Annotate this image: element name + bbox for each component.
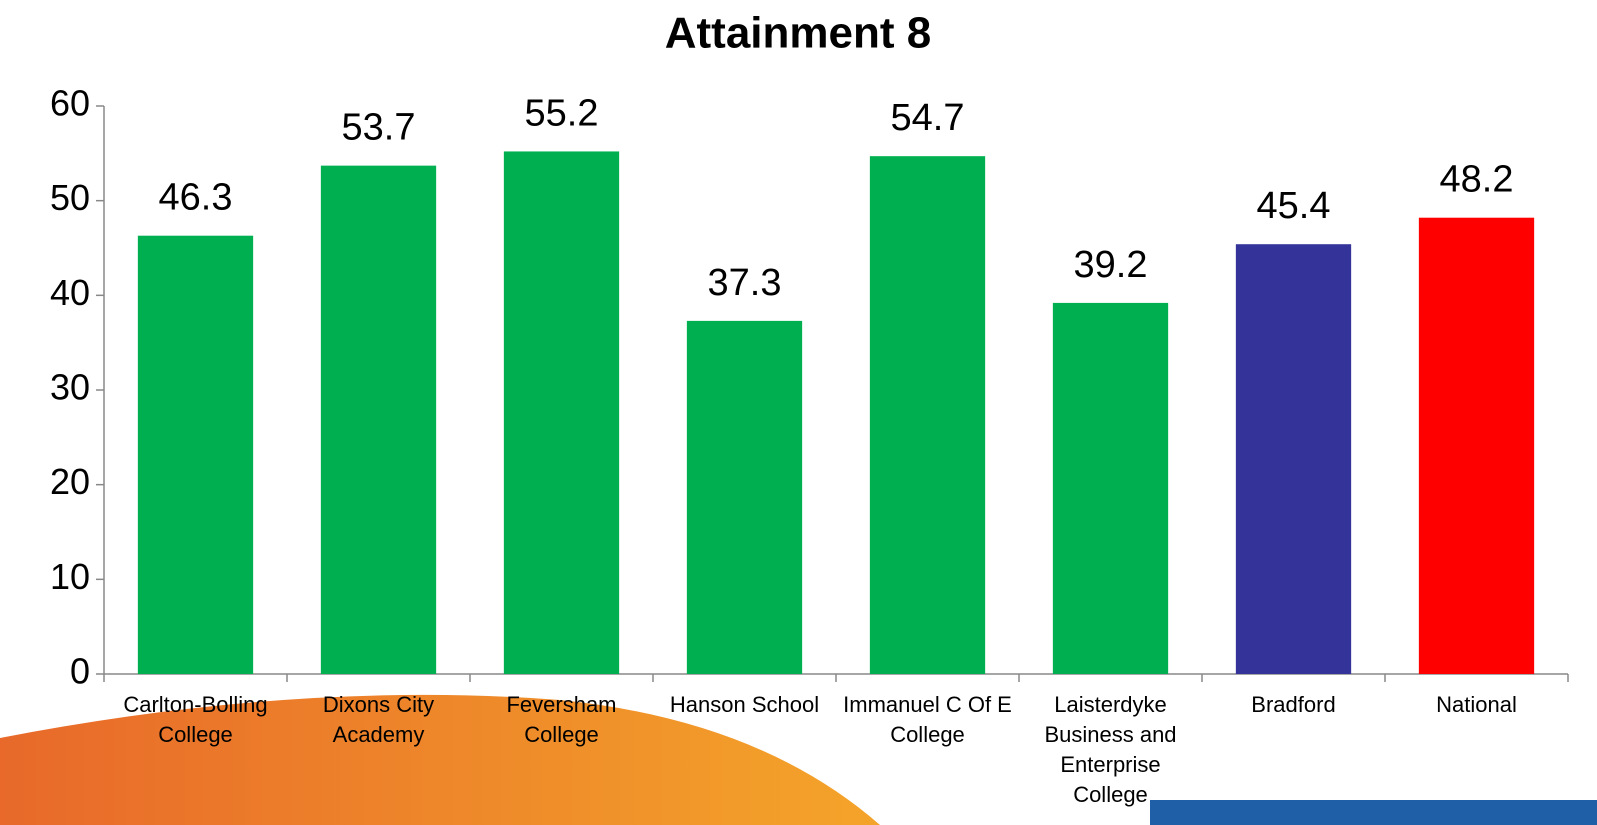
bar [137,235,254,674]
x-tick-label: Feversham College [506,692,617,747]
chart-title: Attainment 8 [665,9,931,58]
y-tick-label: 30 [50,367,90,408]
value-label: 54.7 [891,97,965,139]
decor-bar [1150,800,1597,825]
x-tick-label: Carlton-Bolling College [123,692,268,747]
x-tick-label: Hanson School [669,692,820,717]
bar [1235,244,1352,675]
y-tick-label: 50 [50,177,90,218]
value-label: 39.2 [1074,244,1148,286]
y-tick-label: 10 [50,556,90,597]
bar [686,320,803,674]
x-tick-label: Laisterdyke Business and Enterprise Coll… [1044,692,1177,807]
y-tick-label: 0 [70,651,90,692]
bar [503,151,620,674]
x-tick-label: Bradford [1251,692,1336,717]
y-tick-label: 20 [50,461,90,502]
x-tick-label: Dixons City Academy [322,692,435,747]
value-label: 45.4 [1257,185,1331,227]
y-tick-label: 40 [50,272,90,313]
decor-swoosh [0,694,880,825]
value-label: 53.7 [342,107,416,149]
bar [1052,302,1169,674]
value-label: 48.2 [1440,159,1514,201]
x-tick-label: Immanuel C Of E College [843,692,1012,747]
bar [869,156,986,674]
value-label: 55.2 [525,92,599,134]
x-tick-label: National [1436,692,1517,717]
y-tick-label: 60 [50,83,90,124]
bar [1418,217,1535,674]
value-label: 37.3 [708,262,782,304]
bar [320,165,437,674]
value-label: 46.3 [159,177,233,219]
